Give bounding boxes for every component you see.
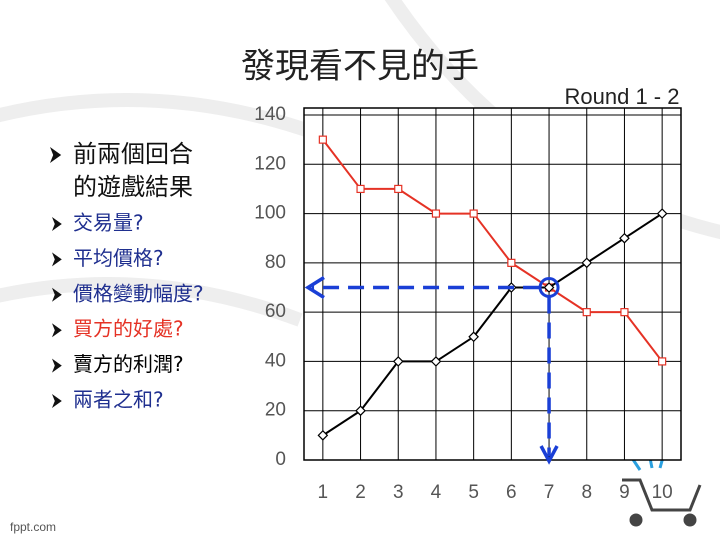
question: 價格變動幅度?: [73, 281, 204, 305]
y-tick-label: 100: [254, 203, 286, 224]
x-tick-label: 10: [652, 482, 673, 503]
marker: [318, 135, 327, 144]
guide-arrowhead: [539, 445, 559, 465]
intro-line: 前兩個回合: [73, 140, 193, 168]
y-tick-label: 40: [265, 350, 286, 371]
y-tick-label: 140: [254, 104, 286, 125]
marker: [430, 356, 442, 367]
marker: [543, 282, 555, 293]
y-tick-label: 0: [275, 449, 286, 470]
x-tick-label: 1: [318, 482, 329, 503]
marker: [582, 308, 591, 317]
y-tick-label: 60: [265, 301, 286, 322]
y-tick-label: 20: [265, 400, 286, 421]
highlight-circle: [538, 277, 560, 298]
x-tick-label: 5: [468, 482, 479, 503]
x-tick-label: 6: [506, 482, 517, 503]
x-tick-label: 8: [581, 482, 592, 503]
question: 賣方的利潤?: [73, 352, 184, 376]
marker: [469, 209, 478, 218]
marker: [658, 357, 667, 366]
bullet-arrow: [52, 358, 62, 373]
intro-line: 的遊戲結果: [73, 173, 193, 201]
bullet-arrow: [52, 394, 62, 408]
question: 平均價格?: [73, 246, 164, 270]
series-line: [322, 139, 663, 363]
x-tick-label: 2: [355, 482, 366, 503]
slide-title: 發現看不見的手: [241, 47, 479, 87]
x-tick-label: 9: [619, 482, 630, 503]
marker: [394, 184, 403, 194]
marker: [392, 356, 404, 367]
bullet-arrow: [52, 252, 62, 267]
marker: [355, 405, 366, 417]
bullet-arrow: [52, 287, 62, 302]
bullet-arrow: [52, 323, 62, 338]
bullet-arrow: [50, 147, 62, 163]
marker: [620, 308, 629, 317]
bullet-arrow: [52, 217, 62, 231]
marker: [431, 209, 441, 218]
marker: [507, 258, 516, 267]
marker: [317, 430, 329, 441]
y-tick-label: 120: [254, 153, 286, 174]
y-tick-label: 80: [265, 252, 286, 273]
question: 兩者之和?: [73, 388, 164, 412]
round-label: Round 1 - 2: [565, 84, 680, 109]
question: 交易量?: [73, 211, 144, 235]
marker: [619, 232, 630, 244]
x-tick-label: 4: [431, 482, 442, 503]
x-tick-label: 3: [393, 482, 404, 503]
marker: [356, 184, 365, 194]
x-tick-label: 7: [544, 482, 555, 503]
marker: [581, 257, 593, 269]
question: 買方的好處?: [73, 317, 184, 341]
footer: fppt.com: [10, 520, 56, 534]
marker: [468, 331, 479, 343]
marker: [656, 208, 668, 219]
guide-arrowhead: [304, 276, 325, 299]
series-line: [322, 212, 663, 437]
